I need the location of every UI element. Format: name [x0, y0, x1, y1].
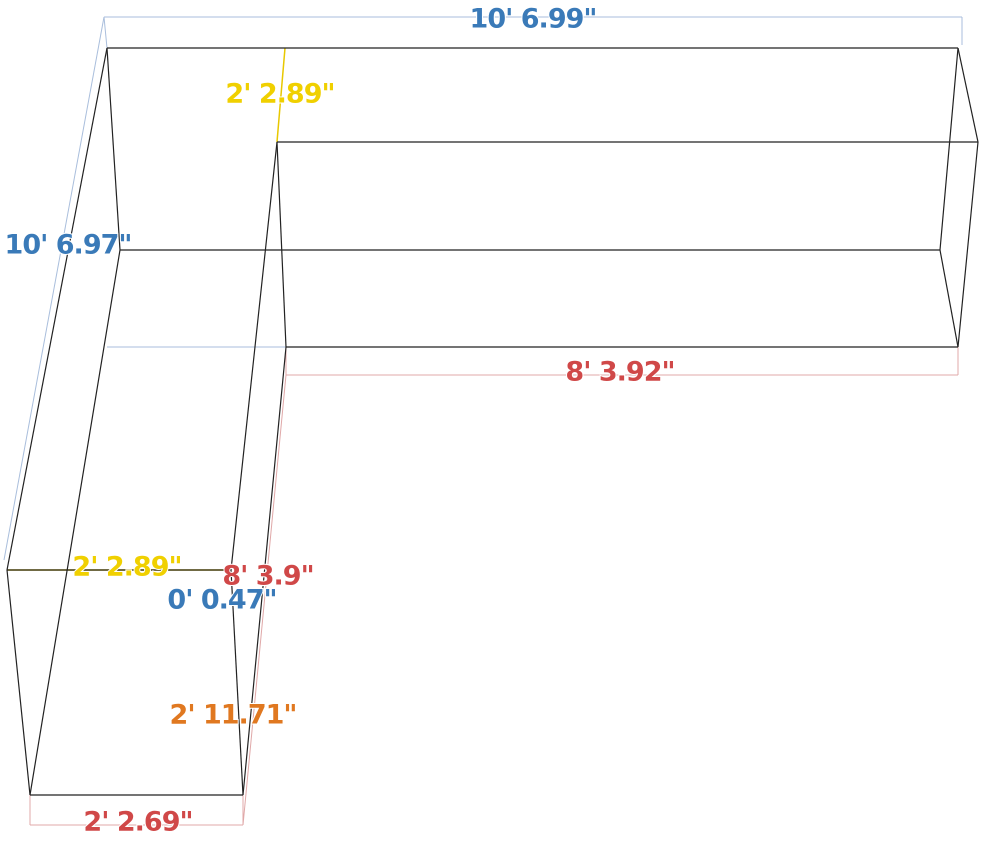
bounding-lines — [3, 16, 963, 826]
dimension-label: 2' 2.89" — [225, 79, 334, 110]
dimension-label: 8' 3.92" — [565, 357, 674, 388]
dimension-label: 0' 0.47" — [167, 585, 276, 616]
dimension-label: 10' 6.97" — [5, 230, 132, 261]
dimension-label: 8' 3.9" — [222, 561, 313, 592]
dimension-label: 2' 2.69" — [83, 807, 192, 838]
wireframe — [6, 47, 979, 796]
dimension-label: 2' 2.89" — [72, 552, 181, 583]
dimension-label: 2' 11.71" — [170, 700, 297, 731]
dimension-label: 10' 6.99" — [470, 4, 597, 35]
